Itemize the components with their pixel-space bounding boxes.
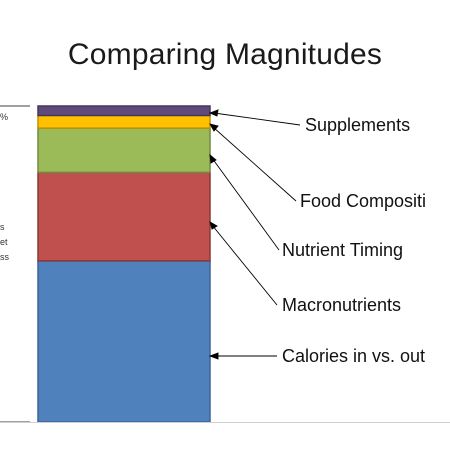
arrowhead-supplements <box>208 109 219 117</box>
label-calories-in-vs-out: Calories in vs. out <box>282 346 426 366</box>
arrowhead-food-composition <box>209 123 219 132</box>
label-nutrient-timing: Nutrient Timing <box>282 240 404 260</box>
arrow-supplements <box>213 112 301 126</box>
left-fragment-percent: % <box>0 112 9 122</box>
arrow-food-composition <box>212 126 297 202</box>
arrow-nutrient-timing <box>211 157 280 251</box>
stacked-bar <box>37 105 211 423</box>
left-fragment-ss: ss <box>0 252 9 262</box>
slide-title: Comparing Magnitudes <box>67 38 383 71</box>
left-fragment-s: s <box>0 222 5 232</box>
label-macronutrients: Macronutrients <box>282 295 402 315</box>
label-supplements: Supplements <box>305 115 411 135</box>
left-fragment-et: et <box>0 237 8 247</box>
segment-supplements <box>37 105 211 117</box>
label-food-composition: Food Compositi <box>300 191 427 211</box>
bottom-divider <box>0 422 450 423</box>
segment-nutrient-timing <box>37 127 211 174</box>
segment-food-composition <box>37 114 211 129</box>
segment-macronutrients <box>37 171 211 262</box>
arrowhead-calories <box>208 352 219 360</box>
arrowhead-macronutrients <box>209 221 218 230</box>
arrowhead-nutrient-timing <box>209 153 217 164</box>
segment-calories-in-vs-out <box>37 260 211 423</box>
arrow-macronutrients <box>211 224 278 306</box>
